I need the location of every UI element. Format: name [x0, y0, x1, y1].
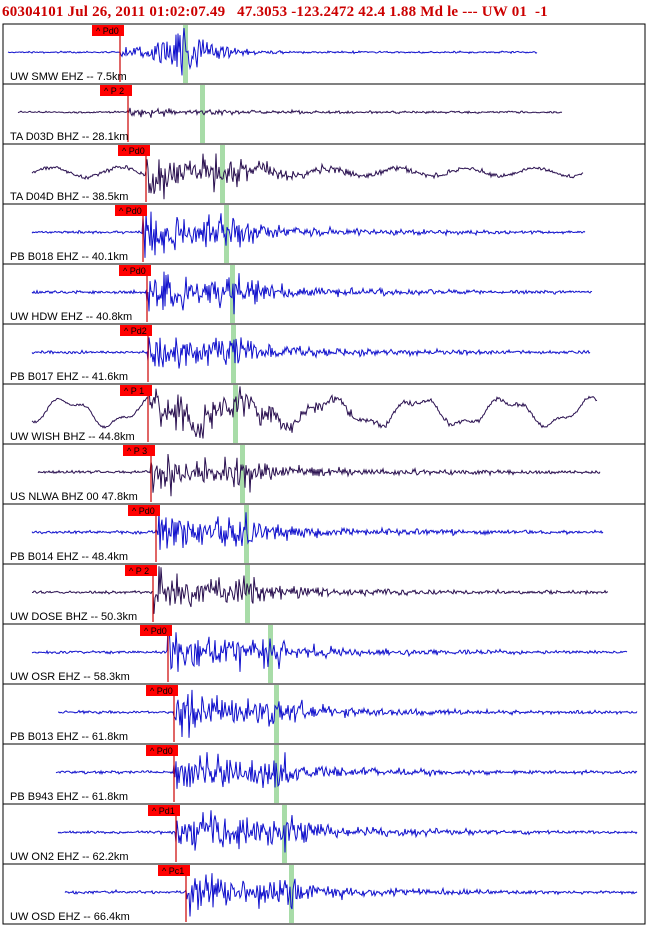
station-label: PB B014 EHZ -- 48.4km: [10, 551, 128, 563]
waveform-trace: [31, 624, 628, 672]
waveform-trace: [7, 28, 538, 76]
s-arrival-marker: [240, 445, 245, 503]
pick-flag: [146, 745, 178, 756]
waveform-trace: [31, 271, 593, 315]
pick-flag: [120, 385, 152, 396]
pick-label: ^ Pd0: [150, 686, 173, 696]
station-label: UW HDW EHZ -- 40.8km: [10, 311, 132, 323]
s-arrival-marker: [233, 385, 238, 443]
station-label: UW DOSE BHZ -- 50.3km: [10, 611, 137, 623]
pick-label: ^ P 2: [129, 566, 149, 576]
pick-flag: [148, 805, 180, 816]
station-label: UW SMW EHZ -- 7.5km: [10, 71, 127, 83]
s-arrival-marker: [200, 85, 205, 143]
waveform-trace: [31, 153, 584, 200]
pick-label: ^ Pd0: [150, 746, 173, 756]
station-label: UW WISH BHZ -- 44.8km: [10, 431, 135, 443]
s-arrival-marker: [289, 865, 294, 923]
s-arrival-marker: [231, 325, 236, 383]
s-arrival-marker: [274, 685, 279, 743]
pick-flag: [119, 265, 151, 276]
pick-label: ^ Pd0: [119, 206, 142, 216]
s-arrival-marker: [274, 745, 279, 803]
station-label: PB B013 EHZ -- 61.8km: [10, 731, 128, 743]
pick-label: ^ P 3: [127, 446, 147, 456]
pick-flag: [115, 205, 147, 216]
s-arrival-marker: [220, 145, 225, 203]
event-header: 60304101 Jul 26, 2011 01:02:07.49 47.305…: [2, 4, 548, 20]
waveform-trace: [37, 453, 601, 497]
s-arrival-marker: [245, 565, 250, 623]
pick-label: ^ Pd0: [123, 266, 146, 276]
pick-flag: [92, 25, 124, 36]
pick-label: ^ Pd2: [124, 326, 147, 336]
pick-flag: [158, 865, 190, 876]
station-label: PB B018 EHZ -- 40.1km: [10, 251, 128, 263]
waveform-trace: [55, 752, 638, 789]
waveform-trace: [31, 385, 598, 439]
station-label: UW OSR EHZ -- 58.3km: [10, 671, 130, 683]
pick-flag: [100, 85, 132, 96]
pick-flag: [125, 565, 157, 576]
pick-label: ^ Pc1: [162, 866, 184, 876]
pick-label: ^ Pd0: [122, 146, 145, 156]
waveform-trace: [31, 211, 586, 258]
pick-label: ^ Pd1: [152, 806, 175, 816]
s-arrival-marker: [183, 25, 188, 83]
s-arrival-marker: [268, 625, 273, 683]
pick-flag: [123, 445, 155, 456]
pick-flag: [140, 625, 172, 636]
waveform-trace: [17, 107, 563, 118]
trace-panel: [2, 863, 646, 925]
pick-label: ^ Pd0: [132, 506, 155, 516]
pick-label: ^ Pd0: [144, 626, 167, 636]
pick-flag: [146, 685, 178, 696]
station-label: US NLWA BHZ 00 47.8km: [10, 491, 138, 503]
waveform-trace: [31, 566, 609, 614]
waveform-trace: [57, 810, 638, 853]
waveform-trace: [58, 689, 638, 738]
waveform-trace: [64, 873, 638, 917]
station-label: UW ON2 EHZ -- 62.2km: [10, 851, 129, 863]
waveform-trace: [31, 337, 591, 369]
s-arrival-marker: [244, 505, 249, 563]
station-label: UW OSD EHZ -- 66.4km: [10, 911, 130, 923]
pick-label: ^ P 2: [104, 86, 124, 96]
station-label: TA D04D BHZ -- 38.5km: [10, 191, 128, 203]
pick-label: ^ P 1: [124, 386, 144, 396]
station-label: TA D03D BHZ -- 28.1km: [10, 131, 128, 143]
pick-flag: [118, 145, 150, 156]
station-label: PB B017 EHZ -- 41.6km: [10, 371, 128, 383]
pick-flag: [120, 325, 152, 336]
station-label: PB B943 EHZ -- 61.8km: [10, 791, 128, 803]
pick-label: ^ Pd0: [96, 26, 119, 36]
waveform-trace: [31, 510, 604, 550]
pick-flag: [128, 505, 160, 516]
